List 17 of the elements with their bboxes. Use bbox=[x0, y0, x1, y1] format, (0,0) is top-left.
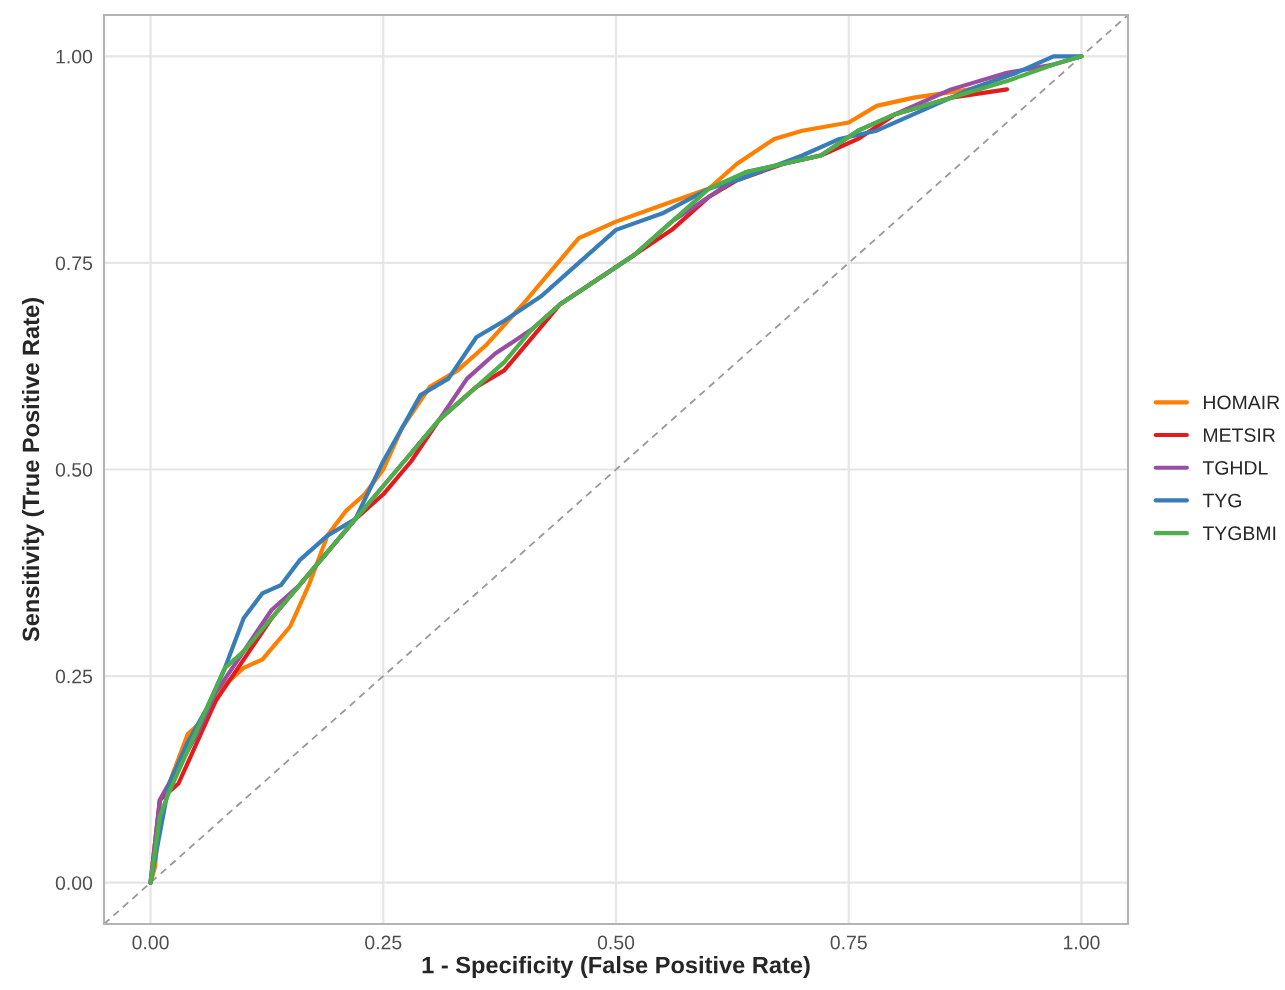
x-tick-label: 0.00 bbox=[132, 935, 169, 950]
x-axis-title: 1 - Specificity (False Positive Rate) bbox=[422, 956, 810, 979]
legend-label: METSIR bbox=[1204, 428, 1275, 443]
y-tick-label: 1.00 bbox=[56, 49, 93, 64]
y-axis-title: Sensitivity (True Positive Rate) bbox=[21, 298, 44, 642]
y-tick-label: 0.25 bbox=[55, 669, 93, 684]
y-tick-label: 0.50 bbox=[55, 462, 93, 477]
legend-label: HOMAIR bbox=[1204, 395, 1280, 410]
y-tick-label: 0.75 bbox=[55, 256, 93, 271]
y-tick-label: 0.00 bbox=[55, 876, 93, 890]
legend-label: TYGBMI bbox=[1202, 526, 1276, 541]
x-tick-label: 0.75 bbox=[830, 935, 867, 950]
x-tick-label: 0.25 bbox=[365, 935, 402, 950]
x-tick-label: 0.50 bbox=[597, 935, 635, 950]
legend-label: TGHDL bbox=[1202, 460, 1268, 475]
legend-label: TYG bbox=[1202, 493, 1241, 508]
x-tick-label: 1.00 bbox=[1064, 935, 1100, 950]
